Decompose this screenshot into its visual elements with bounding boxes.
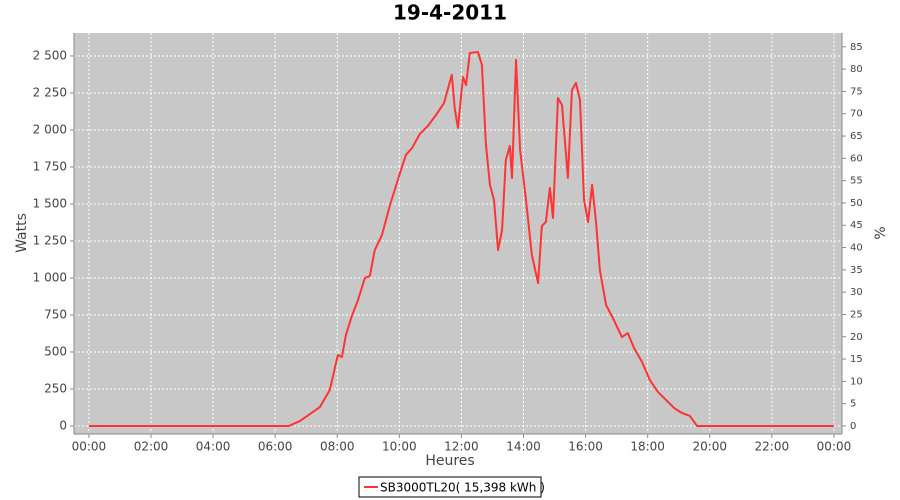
y2-tick-label: 40: [850, 243, 863, 254]
y2-tick-label: 55: [850, 176, 863, 187]
x-tick-label: 18:00: [630, 440, 665, 454]
y2-tick-label: 45: [850, 220, 863, 231]
data-line: [88, 50, 834, 428]
y2-tick-label: 5: [850, 399, 856, 410]
x-tick-label: 00:00: [817, 440, 852, 454]
y2-tick-label: 0: [850, 421, 856, 432]
x-tick-label: 10:00: [382, 440, 417, 454]
y-tick-label: 2 000: [33, 122, 67, 136]
y-tick-label: 1 000: [33, 270, 67, 284]
x-tick-label: 12:00: [444, 440, 479, 454]
y2-tick-label: 20: [850, 332, 863, 343]
y2-tick-label: 10: [850, 376, 863, 387]
y-tick-label: 500: [44, 344, 67, 358]
y2-tick-label: 70: [850, 109, 863, 120]
legend-label: SB3000TL20( 15,398 kWh ): [380, 481, 545, 495]
x-tick-label: 06:00: [258, 440, 293, 454]
y2-tick-label: 30: [850, 287, 863, 298]
y2-tick-label: 75: [850, 86, 863, 97]
y-tick-label: 1 500: [33, 196, 67, 210]
x-tick-label: 04:00: [196, 440, 231, 454]
y-tick-label: 1 250: [33, 233, 67, 247]
x-tick-label: 22:00: [755, 440, 790, 454]
y2-axis-title: %: [873, 226, 889, 239]
y2-tick-label: 15: [850, 354, 863, 365]
x-axis-title: Heures: [425, 453, 474, 469]
y-tick-label: 2 250: [33, 85, 67, 99]
y-tick-label: 250: [44, 382, 67, 396]
y-tick-label: 750: [44, 307, 67, 321]
y2-tick-label: 85: [850, 42, 863, 53]
y2-tick-label: 65: [850, 131, 863, 142]
y2-tick-label: 80: [850, 64, 863, 75]
legend-box: [358, 476, 542, 498]
y-tick-label: 0: [59, 419, 67, 433]
x-tick-label: 20:00: [692, 440, 727, 454]
y2-tick-label: 35: [850, 265, 863, 276]
x-tick-label: 00:00: [72, 440, 107, 454]
x-tick-label: 02:00: [134, 440, 169, 454]
y-axis-title: Watts: [14, 213, 30, 253]
y2-tick-label: 50: [850, 198, 863, 209]
y-tick-label: 2 500: [33, 48, 67, 62]
chart-title: 19-4-2011: [393, 1, 507, 25]
x-tick-label: 14:00: [506, 440, 541, 454]
y2-tick-label: 60: [850, 153, 863, 164]
plot-area: [74, 33, 842, 434]
y2-tick-label: 25: [850, 309, 863, 320]
y-tick-label: 1 750: [33, 159, 67, 173]
x-tick-label: 08:00: [320, 440, 355, 454]
x-tick-label: 16:00: [568, 440, 603, 454]
